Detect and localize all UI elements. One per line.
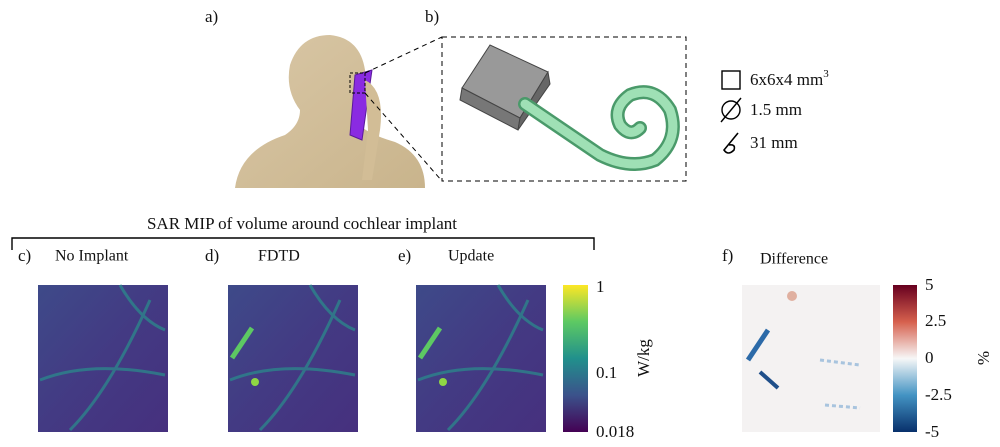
panel-label: b) xyxy=(425,7,439,26)
implant-diagram xyxy=(460,45,673,164)
panel-label: d) xyxy=(205,246,219,265)
colorbar-tick-label: 5 xyxy=(925,275,934,294)
head-model xyxy=(235,35,425,188)
panel-title: Update xyxy=(448,248,494,265)
panel-title: No Implant xyxy=(55,248,129,265)
size-icon xyxy=(722,71,740,89)
colorbar-tick-label: 0.018 xyxy=(596,422,634,441)
sar-map xyxy=(228,285,358,432)
colorbar xyxy=(893,285,917,432)
colorbar-tick-label: 0.1 xyxy=(596,363,617,382)
panel-label: c) xyxy=(18,246,31,265)
length-icon xyxy=(724,133,738,153)
spec-text: 31 mm xyxy=(750,133,798,152)
figure: a) b) 6x6x4 mm3 1.5 mm 31 mm SAR MIP of … xyxy=(0,0,1000,447)
colorbar-label: W/kg xyxy=(634,339,653,377)
diameter-icon xyxy=(721,98,741,122)
spec-text: 6x6x4 mm3 xyxy=(750,68,829,89)
panel-title: Difference xyxy=(760,251,828,268)
colorbar-tick-label: 2.5 xyxy=(925,311,946,330)
difference-map xyxy=(742,285,880,432)
zoom-line xyxy=(365,37,442,73)
group-title: SAR MIP of volume around cochlear implan… xyxy=(147,214,457,233)
colorbar-label: % xyxy=(974,351,993,365)
colorbar-tick-label: -5 xyxy=(925,422,939,441)
panel-label: e) xyxy=(398,246,411,265)
panel-label: a) xyxy=(205,7,218,26)
sar-map xyxy=(38,285,168,432)
colorbar xyxy=(563,285,588,432)
spec-sup: 3 xyxy=(823,68,829,80)
panel-title: FDTD xyxy=(258,248,300,265)
colorbar-tick-label: -2.5 xyxy=(925,385,952,404)
colorbar-tick-label: 1 xyxy=(596,277,605,296)
sar-map xyxy=(416,285,546,432)
spec-main: 6x6x4 mm xyxy=(750,70,823,89)
colorbar-tick-label: 0 xyxy=(925,348,934,367)
panel-label: f) xyxy=(722,246,733,265)
spec-text: 1.5 mm xyxy=(750,100,802,119)
